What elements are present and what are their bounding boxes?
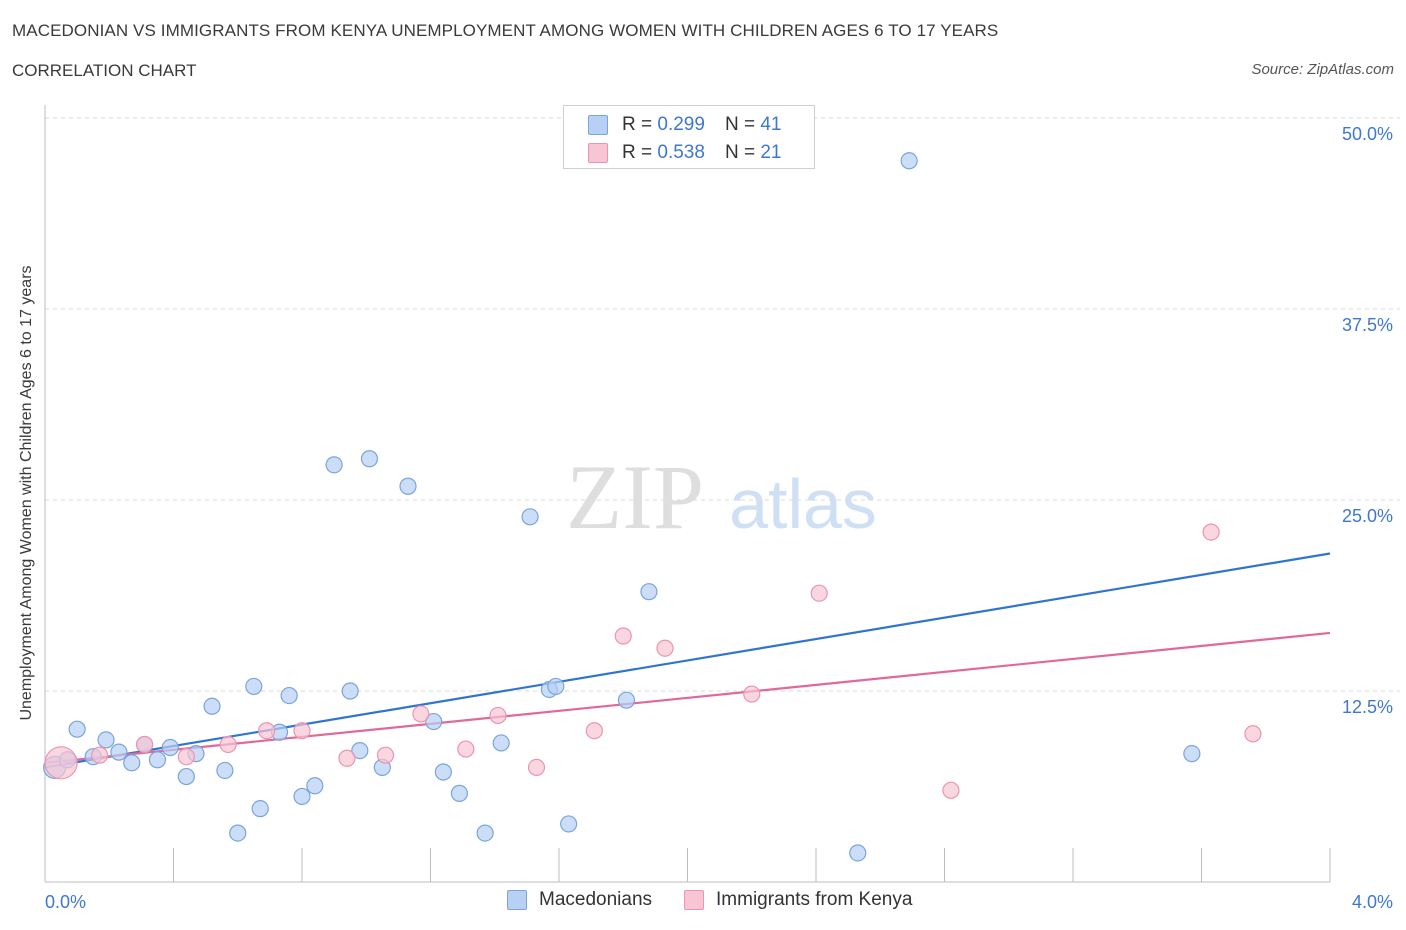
r-label: R = [622, 142, 653, 163]
kenya-point [614, 627, 632, 645]
kenya-point [942, 781, 960, 799]
macedonians-point [617, 691, 636, 709]
macedonians-point [399, 477, 417, 495]
macedonians-point [1183, 745, 1201, 763]
source-note: Source: ZipAtlas.com [1251, 61, 1394, 78]
macedonians-point [280, 686, 298, 705]
kenya-point [44, 746, 78, 780]
kenya-point [135, 735, 154, 754]
macedonians-point [849, 844, 867, 862]
kenya-legend-swatch [684, 890, 705, 910]
kenya-point [585, 722, 603, 740]
stats-row-macedonians: R = 0.299 N = 41 [588, 113, 781, 137]
macedonians-point [148, 751, 167, 769]
macedonians-point [547, 677, 565, 696]
macedonians-point [293, 787, 311, 806]
n-label: N = [724, 114, 756, 135]
n-value: 41 [760, 114, 782, 135]
macedonians-point [450, 784, 469, 802]
macedonians-point [110, 743, 128, 761]
kenya-point [527, 758, 546, 777]
kenya-point [1202, 523, 1220, 541]
x-tick-label: 0.0% [45, 892, 86, 912]
macedonians-point [229, 824, 247, 842]
y-tick-label: 12.5% [1342, 697, 1393, 717]
kenya-point [91, 746, 109, 764]
macedonians-point [177, 767, 195, 786]
macedonians-point [68, 720, 86, 738]
macedonians-point [123, 754, 141, 772]
legend-item-kenya[interactable]: Immigrants from Kenya [684, 889, 912, 911]
macedonians-point [245, 677, 263, 696]
x-tick-label: 4.0% [1352, 892, 1393, 912]
macedonians-swatch [588, 115, 608, 135]
kenya-point [1244, 725, 1262, 743]
stats-row-kenya: R = 0.538 N = 21 [588, 141, 781, 165]
kenya-point [338, 749, 356, 767]
watermark: ZIP atlas [566, 446, 877, 548]
macedonians-point [351, 741, 369, 760]
r-value: 0.299 [657, 114, 705, 135]
trend-lines [44, 552, 1331, 769]
macedonians-point [492, 734, 510, 752]
n-label: N = [724, 142, 756, 163]
kenya-point [177, 748, 195, 766]
y-tick-label: 37.5% [1342, 315, 1393, 335]
macedonians-point [203, 697, 221, 715]
macedonians-point [425, 712, 443, 731]
macedonians-point [360, 450, 379, 468]
kenya-point [743, 685, 761, 703]
kenya-point [810, 584, 828, 602]
macedonians-point [306, 777, 324, 795]
kenya-point [258, 722, 276, 740]
macedonians-point [521, 508, 539, 526]
kenya-point [457, 740, 475, 758]
kenya-swatch [588, 143, 608, 163]
watermark-zip: ZIP [566, 446, 704, 548]
data-points [43, 152, 1262, 862]
macedonians-point [216, 761, 234, 780]
macedonians-point [251, 800, 269, 818]
stats-legend: R = 0.299 N = 41 R = 0.538 N = 21 [563, 105, 815, 169]
macedonians-point [341, 682, 359, 700]
macedonians-point [97, 731, 115, 749]
macedonians-trend-line [44, 552, 1331, 769]
kenya-point [293, 722, 311, 740]
kenya-point [489, 706, 507, 725]
kenya-trend-line [44, 631, 1331, 764]
grid-lines [45, 117, 1400, 692]
n-value: 21 [760, 142, 782, 163]
kenya-point [656, 639, 674, 657]
legend-label: Immigrants from Kenya [716, 889, 913, 910]
macedonians-point [434, 763, 452, 781]
macedonians-point [560, 815, 578, 833]
macedonians-legend-swatch [507, 890, 527, 910]
r-label: R = [622, 114, 653, 135]
axes [44, 105, 1331, 883]
tick-labels: 12.5% 25.0% 37.5% 50.0% 0.0% 4.0% [45, 124, 1393, 912]
macedonians-point [640, 583, 658, 601]
macedonians-point [161, 738, 179, 757]
y-tick-label: 50.0% [1342, 124, 1393, 144]
kenya-point [412, 705, 430, 723]
chart-title: MACEDONIAN VS IMMIGRANTS FROM KENYA UNEM… [12, 21, 999, 40]
macedonians-point [325, 456, 343, 474]
macedonians-point [476, 824, 494, 842]
legend-item-macedonians[interactable]: Macedonians [507, 889, 652, 911]
legend-label: Macedonians [539, 889, 653, 910]
r-value: 0.538 [657, 142, 705, 163]
macedonians-point [900, 152, 918, 170]
kenya-point [219, 735, 237, 754]
chart-subtitle: CORRELATION CHART [12, 61, 197, 80]
watermark-atlas: atlas [729, 465, 877, 543]
series-legend: Macedonians Immigrants from Kenya [507, 889, 944, 911]
y-tick-label: 25.0% [1342, 506, 1393, 526]
kenya-point [376, 746, 395, 764]
